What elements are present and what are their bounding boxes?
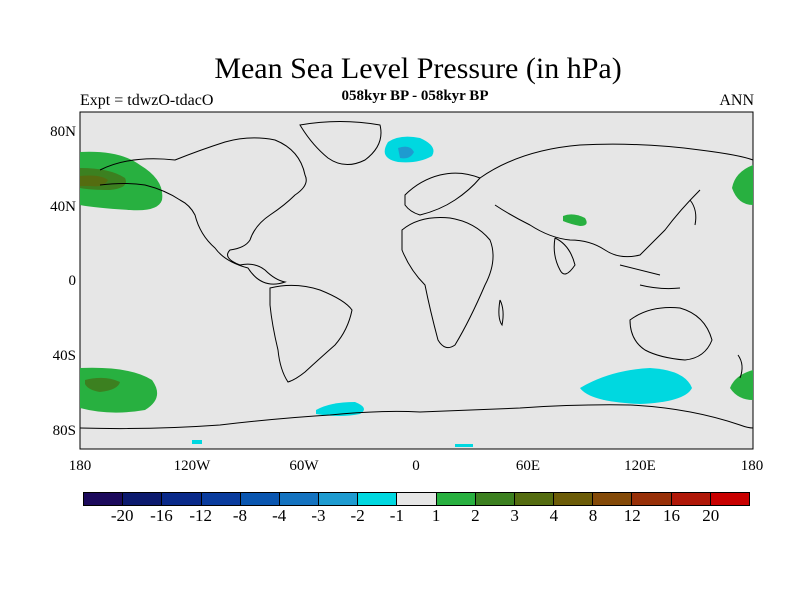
anomaly-positive-central-asia: [563, 214, 587, 226]
colorbar-swatch: [436, 493, 476, 505]
coast-north-america: [99, 137, 307, 285]
lat-label-80s: 80S: [52, 423, 76, 439]
anomaly-positive-far-southeast: [730, 370, 753, 400]
colorbar-label: -4: [272, 506, 287, 525]
coast-madagascar: [498, 299, 504, 327]
coast-africa: [401, 217, 494, 349]
lat-label-80n: 80N: [50, 124, 76, 140]
lon-label-180w: 180: [68, 458, 92, 474]
anomaly-negative-south-atlantic: [316, 402, 364, 416]
anomaly-positive-far-east: [732, 165, 753, 205]
anomaly-negative-small-1: [192, 440, 202, 444]
colorbar-label: -16: [150, 506, 173, 525]
coast-greenland: [299, 121, 382, 165]
colorbar-label: 8: [588, 506, 598, 525]
lat-label-40s: 40S: [52, 348, 76, 364]
coast-japan: [689, 199, 697, 226]
coast-india: [553, 237, 576, 275]
colorbar-label: 12: [623, 506, 641, 525]
colorbar-swatch: [319, 493, 359, 505]
subtitle: 058kyr BP - 058kyr BP: [341, 88, 489, 104]
colorbar-label: 4: [549, 506, 559, 525]
colorbar-label: 16: [663, 506, 681, 525]
colorbar-swatch: [710, 493, 749, 505]
coast-europe: [404, 172, 481, 216]
colorbar-label: -2: [350, 506, 365, 525]
map-title: Mean Sea Level Pressure (in hPa): [214, 52, 622, 85]
coastlines: [79, 121, 754, 430]
coast-asia: [479, 143, 754, 258]
colorbar-label: -8: [232, 506, 248, 525]
colorbar-swatch: [475, 493, 515, 505]
lat-label-0: 0: [68, 273, 77, 289]
coast-indonesia: [619, 264, 681, 290]
coast-australia: [629, 307, 713, 361]
coast-antarctica: [79, 404, 754, 430]
colorbar-label: 3: [510, 506, 519, 525]
colorbar-label: -12: [189, 506, 213, 525]
lon-label-120e: 120E: [624, 458, 656, 474]
colorbar: [83, 492, 750, 506]
coast-south-america: [269, 284, 353, 383]
lat-label-40n: 40N: [50, 199, 76, 215]
colorbar-swatch: [84, 493, 124, 505]
colorbar-label: 1: [431, 506, 441, 525]
coast-new-zealand: [737, 354, 743, 379]
anomaly-positive-north-pacific-inner: [80, 175, 108, 187]
colorbar-label: 2: [471, 506, 480, 525]
colorbar-swatch: [632, 493, 672, 505]
colorbar-swatch: [593, 493, 633, 505]
anomaly-negative-arctic-core: [398, 146, 414, 159]
colorbar-swatch: [279, 493, 320, 505]
colorbar-swatch: [514, 493, 555, 505]
colorbar-label: -3: [311, 506, 326, 525]
lon-label-60w: 60W: [289, 458, 319, 474]
lon-label-0: 0: [412, 458, 420, 474]
lon-label-120w: 120W: [173, 458, 211, 474]
colorbar-swatch: [397, 493, 437, 505]
colorbar-swatch: [162, 493, 202, 505]
colorbar-swatch: [358, 493, 398, 505]
season-label: ANN: [719, 92, 754, 109]
colorbar-swatch: [201, 493, 241, 505]
lon-label-60e: 60E: [515, 458, 541, 474]
colorbar-label: -1: [389, 506, 404, 525]
colorbar-label: -20: [110, 506, 134, 525]
colorbar-swatch: [240, 493, 280, 505]
lon-label-180e: 180: [740, 458, 764, 474]
colorbar-swatch: [123, 493, 163, 505]
colorbar-label: 20: [702, 506, 720, 525]
colorbar-swatch: [671, 493, 711, 505]
anomaly-positive-south-pacific-core: [85, 377, 120, 392]
pressure-anomalies: [80, 136, 753, 447]
colorbar-swatch: [554, 493, 594, 505]
anomaly-negative-southern-indian: [580, 368, 692, 404]
experiment-label: Expt = tdwzO-tdacO: [80, 92, 214, 109]
anomaly-negative-small-2: [455, 444, 473, 447]
